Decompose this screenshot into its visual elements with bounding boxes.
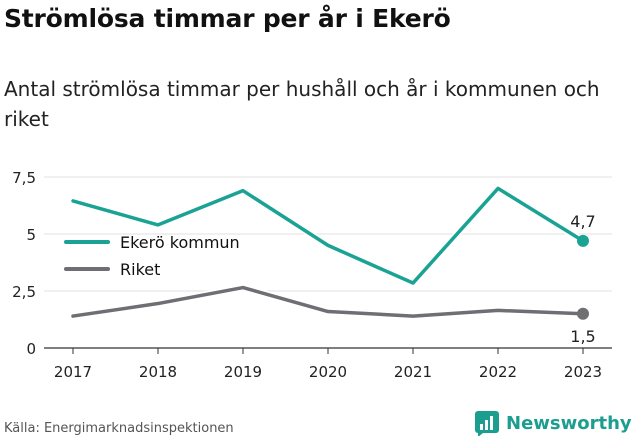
x-tick-label: 2022 (479, 363, 517, 381)
x-tick-label: 2021 (394, 363, 432, 381)
newsworthy-logo-icon (475, 411, 499, 436)
series-end-label: 4,7 (570, 212, 595, 231)
x-tick-label: 2018 (139, 363, 177, 381)
legend-label: Ekerö kommun (120, 233, 240, 252)
series-end-point (577, 234, 589, 247)
series-line-0 (71, 186, 585, 285)
legend-label: Riket (120, 260, 160, 279)
y-tick-label: 2,5 (12, 283, 36, 301)
series-line-1 (71, 285, 585, 318)
y-tick-label: 7,5 (12, 169, 36, 187)
y-tick-label: 5 (26, 226, 36, 244)
source-note: Källa: Energimarknadsinspektionen (4, 421, 234, 436)
line-chart: 0 2,5 5 7,5 2017 2018 2019 2020 2021 2022 2023 4,7 1… (12, 169, 612, 381)
brand-name: Newsworthy (506, 412, 631, 434)
x-tick-label: 2019 (224, 363, 262, 381)
series-end-point (577, 307, 589, 320)
brand-logo: Newsworthy (474, 408, 631, 438)
chart-subtitle: Antal strömlösa timmar per hushåll och å… (4, 77, 600, 131)
x-tick-label: 2017 (54, 363, 92, 381)
chart-title: Strömlösa timmar per år i Ekerö (4, 4, 451, 33)
series-end-label: 1,5 (570, 327, 595, 346)
y-tick-label: 0 (26, 340, 36, 358)
x-tick-label: 2020 (309, 363, 347, 381)
x-tick-label: 2023 (564, 363, 602, 381)
